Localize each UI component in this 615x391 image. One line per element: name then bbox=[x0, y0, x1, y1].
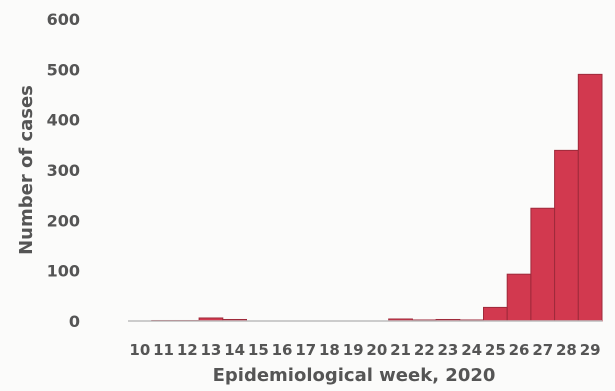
y-tick-label: 300 bbox=[47, 161, 80, 180]
x-tick-label: 15 bbox=[248, 341, 269, 359]
bar-week-25 bbox=[483, 306, 508, 322]
x-tick-label: 12 bbox=[177, 341, 198, 359]
x-tick-label: 19 bbox=[343, 341, 364, 359]
y-axis-ticks: 0 100 200 300 400 500 600 bbox=[47, 10, 80, 331]
x-tick-label: 21 bbox=[390, 341, 411, 359]
x-tick-label: 29 bbox=[580, 341, 601, 359]
x-tick-label: 26 bbox=[509, 341, 530, 359]
y-tick-label: 100 bbox=[47, 262, 80, 281]
y-tick-label: 400 bbox=[47, 111, 80, 130]
x-tick-label: 13 bbox=[201, 341, 222, 359]
x-tick-label: 10 bbox=[129, 341, 150, 359]
bar-week-27 bbox=[530, 207, 556, 322]
y-tick-label: 0 bbox=[69, 312, 80, 331]
x-tick-label: 11 bbox=[153, 341, 174, 359]
x-tick-label: 16 bbox=[272, 341, 293, 359]
bar-week-26 bbox=[506, 273, 532, 322]
y-tick-label: 500 bbox=[47, 60, 80, 79]
x-tick-label: 22 bbox=[414, 341, 435, 359]
x-tick-label: 25 bbox=[485, 341, 506, 359]
x-tick-label: 20 bbox=[366, 341, 387, 359]
x-tick-label: 17 bbox=[295, 341, 316, 359]
x-tick-label: 28 bbox=[556, 341, 577, 359]
y-tick-label: 600 bbox=[47, 10, 80, 29]
y-axis-label: Number of cases bbox=[16, 85, 37, 255]
x-tick-label: 27 bbox=[532, 341, 553, 359]
y-tick-label: 200 bbox=[47, 211, 80, 230]
x-axis-ticks: 10 11 12 13 14 15 16 17 18 19 20 21 22 23 24 25 26 27 28 29 bbox=[129, 341, 600, 359]
x-tick-label: 18 bbox=[319, 341, 340, 359]
x-tick-label: 14 bbox=[224, 341, 245, 359]
bar-week-28 bbox=[554, 149, 579, 322]
bar-week-29 bbox=[577, 73, 603, 322]
bars bbox=[151, 73, 603, 322]
x-tick-label: 23 bbox=[438, 341, 459, 359]
x-axis-label: Epidemiological week, 2020 bbox=[213, 365, 496, 386]
x-tick-label: 24 bbox=[461, 341, 482, 359]
